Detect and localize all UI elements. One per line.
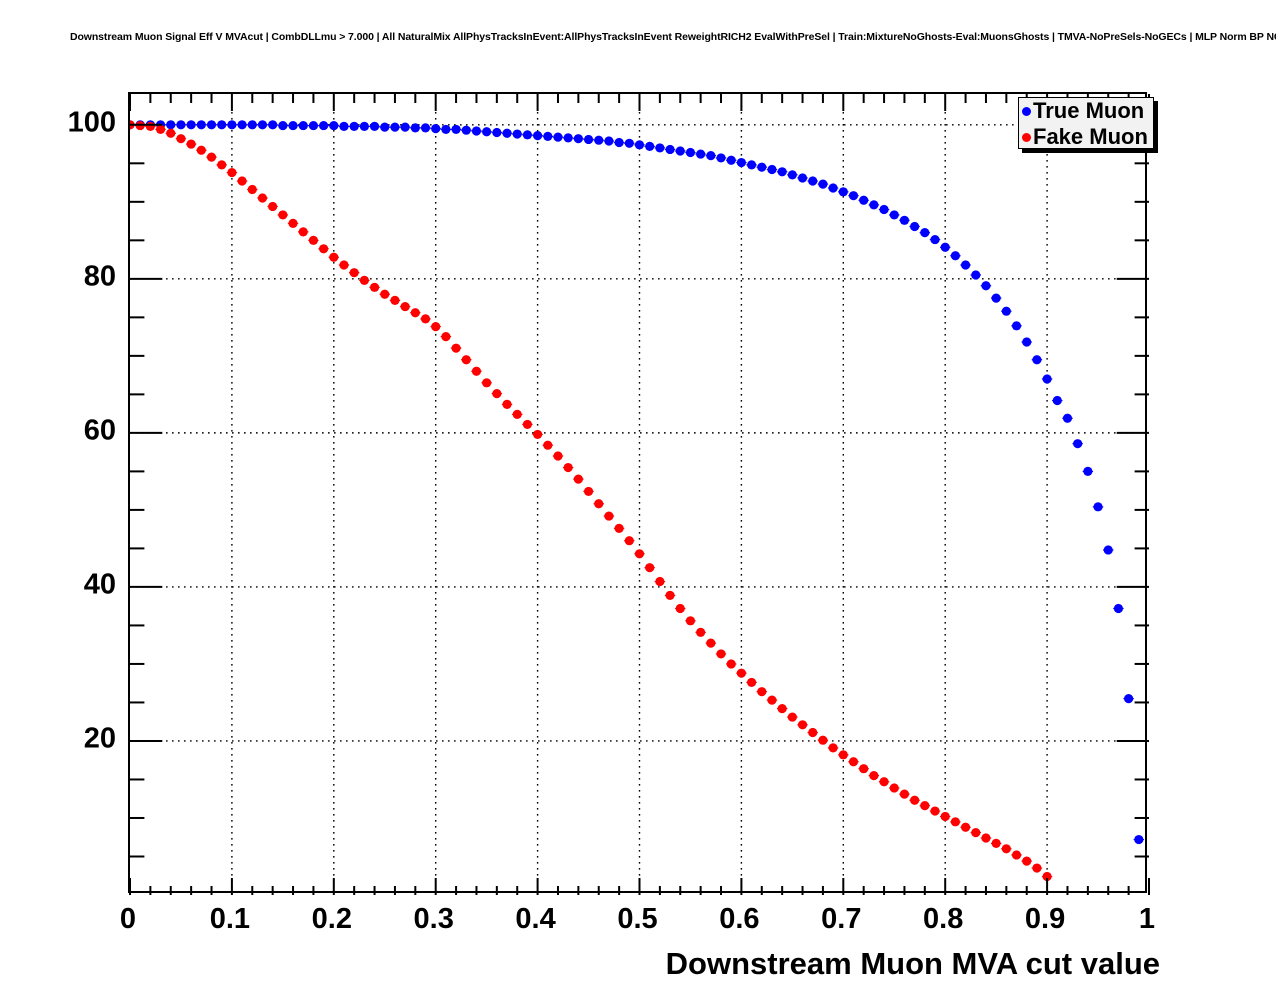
data-series-layer [130,120,1145,882]
y-tick-label: 40 [83,568,116,601]
x-tick-label: 0.8 [923,903,964,935]
x-tick-label: 0.5 [617,903,658,935]
axis-tick-layer [129,94,1150,895]
x-tick-label: 0.1 [209,903,251,935]
legend-label-true-muon: True Muon [1033,98,1145,123]
legend-label-fake-muon: Fake Muon [1033,124,1148,149]
legend-entry-true-muon: True Muon [1019,98,1153,124]
grid-layer [130,94,1145,891]
y-tick-label: 100 [67,106,116,139]
legend-marker-true-muon-icon [1022,106,1031,116]
x-tick-label: 0 [119,903,137,935]
plot-frame [128,92,1150,895]
x-tick-label: 0.2 [311,903,352,935]
y-tick-label: 80 [83,260,116,293]
x-tick-label: 0.7 [821,903,862,935]
series-fake-muon [130,120,1053,882]
legend-marker-fake-muon-icon [1022,132,1031,142]
plot-area [130,94,1145,891]
plot-title: Downstream Muon Signal Eff V MVAcut | Co… [70,31,1276,43]
x-tick-label: 0.6 [719,903,760,935]
x-tick-label: 0.3 [413,903,454,935]
x-tick-label: 0.4 [515,903,556,935]
legend-box: True Muon Fake Muon [1018,97,1154,149]
y-tick-label: 20 [83,722,116,755]
x-axis-title: Downstream Muon MVA cut value [665,946,1160,981]
x-tick-label: 1 [1138,903,1156,935]
x-tick-label: 0.9 [1024,903,1066,935]
y-tick-label: 60 [83,414,116,447]
legend-entry-fake-muon: Fake Muon [1019,124,1153,150]
